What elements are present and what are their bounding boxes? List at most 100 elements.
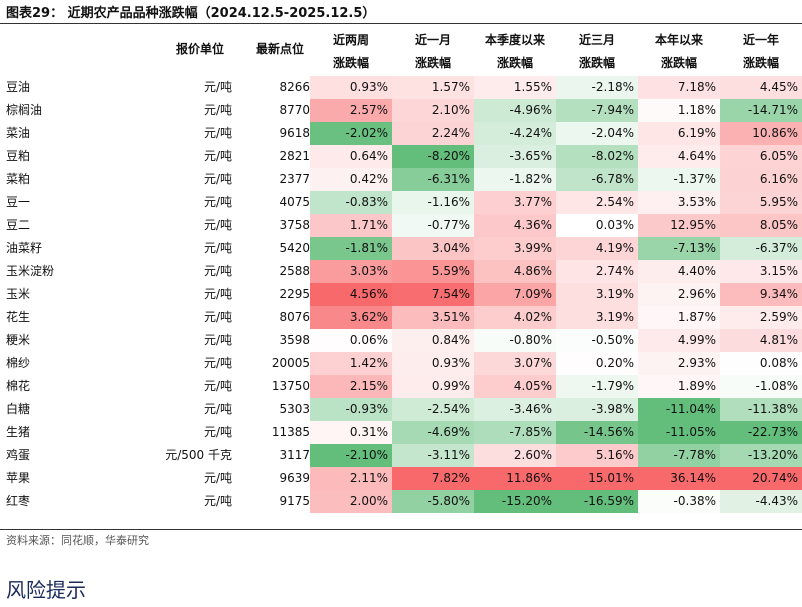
row-unit: 元/吨 [203, 264, 232, 278]
table-row: 玉米淀粉 元/吨 2588 3.03% 5.59% 4.86% 2.74% 4.40% 3.15… [0, 260, 802, 283]
row-change-cell: 7.54% [392, 283, 474, 306]
row-change-cell: 1.71% [310, 214, 392, 237]
row-change-cell: 2.74% [556, 260, 638, 283]
row-change-cell: -1.16% [392, 191, 474, 214]
row-price: 20005 [271, 356, 310, 370]
row-change-cell: 0.31% [310, 421, 392, 444]
header-period-3-line2: 涨跌幅 [496, 56, 533, 70]
row-change-cell: 0.84% [392, 329, 474, 352]
table-bottom-rule [0, 529, 802, 530]
table-row: 豆一 元/吨 4075 -0.83% -1.16% 3.77% 2.54% 3.53% 5.95… [0, 191, 802, 214]
table-header: 报价单位 最新点位 近两周 涨跌幅 近一月 涨跌幅 本季度以来 涨跌幅 近三月 … [0, 24, 802, 76]
row-unit: 元/吨 [203, 425, 232, 439]
row-change-cell: 2.11% [310, 467, 392, 490]
row-change-cell: -11.04% [638, 398, 720, 421]
row-price: 5420 [279, 241, 310, 255]
row-unit: 元/吨 [203, 287, 232, 301]
header-period-6-line2: 涨跌幅 [742, 56, 779, 70]
row-change-cell: 0.08% [720, 352, 802, 375]
row-name: 豆粕 [6, 149, 31, 163]
row-change-cell: 3.51% [392, 306, 474, 329]
row-change-cell: 4.64% [638, 145, 720, 168]
row-change-cell: -8.20% [392, 145, 474, 168]
row-name: 豆一 [6, 195, 31, 209]
row-change-cell: -7.94% [556, 99, 638, 122]
row-change-cell: -7.13% [638, 237, 720, 260]
row-change-cell: 15.01% [556, 467, 638, 490]
row-change-cell: -4.96% [474, 99, 556, 122]
row-change-cell: 4.81% [720, 329, 802, 352]
row-unit: 元/吨 [203, 103, 232, 117]
row-change-cell: 0.20% [556, 352, 638, 375]
row-change-cell: 0.42% [310, 168, 392, 191]
row-change-cell: -1.79% [556, 375, 638, 398]
header-period-5-line1: 本年以来 [654, 33, 703, 47]
table-row: 红枣 元/吨 9175 2.00% -5.80% -15.20% -16.59% -0.38%… [0, 490, 802, 513]
row-unit: 元/吨 [203, 310, 232, 324]
table-row: 豆二 元/吨 3758 1.71% -0.77% 4.36% 0.03% 12.95% 8.05… [0, 214, 802, 237]
row-price: 9639 [279, 471, 310, 485]
row-change-cell: 3.99% [474, 237, 556, 260]
table-row: 粳米 元/吨 3598 0.06% 0.84% -0.80% -0.50% 4.99% 4.81… [0, 329, 802, 352]
row-change-cell: -4.69% [392, 421, 474, 444]
row-change-cell: -0.83% [310, 191, 392, 214]
row-change-cell: 1.87% [638, 306, 720, 329]
row-change-cell: 11.86% [474, 467, 556, 490]
table-row: 花生 元/吨 8076 3.62% 3.51% 4.02% 3.19% 1.87% 2.59% [0, 306, 802, 329]
header-price: 最新点位 [255, 42, 304, 56]
row-name: 玉米淀粉 [6, 264, 55, 278]
row-change-cell: 5.16% [556, 444, 638, 467]
header-period-1-line1: 近两周 [332, 33, 369, 47]
row-change-cell: 0.99% [392, 375, 474, 398]
row-price: 2821 [279, 149, 310, 163]
row-change-cell: -11.05% [638, 421, 720, 444]
row-unit: 元/吨 [203, 172, 232, 186]
row-change-cell: 4.45% [720, 76, 802, 99]
row-change-cell: -14.56% [556, 421, 638, 444]
row-change-cell: -1.82% [474, 168, 556, 191]
row-change-cell: 2.54% [556, 191, 638, 214]
row-name: 生猪 [6, 425, 31, 439]
row-change-cell: 36.14% [638, 467, 720, 490]
table-row: 玉米 元/吨 2295 4.56% 7.54% 7.09% 3.19% 2.96% 9.34% [0, 283, 802, 306]
source-note: 资料来源：同花顺，华泰研究 [6, 534, 149, 547]
row-change-cell: 1.55% [474, 76, 556, 99]
table-row: 苹果 元/吨 9639 2.11% 7.82% 11.86% 15.01% 36.14% 20.… [0, 467, 802, 490]
row-unit: 元/吨 [203, 195, 232, 209]
row-unit: 元/吨 [203, 356, 232, 370]
row-unit: 元/吨 [203, 494, 232, 508]
table-row: 菜粕 元/吨 2377 0.42% -6.31% -1.82% -6.78% -1.37% 6.… [0, 168, 802, 191]
row-change-cell: -14.71% [720, 99, 802, 122]
row-price: 4075 [279, 195, 310, 209]
row-unit: 元/吨 [203, 333, 232, 347]
row-price: 8076 [279, 310, 310, 324]
row-price: 2295 [279, 287, 310, 301]
row-change-cell: 12.95% [638, 214, 720, 237]
row-price: 2377 [279, 172, 310, 186]
row-unit: 元/吨 [203, 402, 232, 416]
row-change-cell: 0.06% [310, 329, 392, 352]
row-change-cell: -3.46% [474, 398, 556, 421]
row-change-cell: 2.57% [310, 99, 392, 122]
header-period-2-line1: 近一月 [414, 33, 451, 47]
row-change-cell: 3.03% [310, 260, 392, 283]
row-change-cell: 7.09% [474, 283, 556, 306]
row-change-cell: 0.64% [310, 145, 392, 168]
row-change-cell: 8.05% [720, 214, 802, 237]
row-name: 花生 [6, 310, 31, 324]
row-change-cell: 3.04% [392, 237, 474, 260]
row-name: 棉花 [6, 379, 31, 393]
row-price: 11385 [271, 425, 310, 439]
row-change-cell: -7.78% [638, 444, 720, 467]
table-row: 白糖 元/吨 5303 -0.93% -2.54% -3.46% -3.98% -11.04%… [0, 398, 802, 421]
row-change-cell: 5.95% [720, 191, 802, 214]
row-change-cell: -5.80% [392, 490, 474, 513]
row-change-cell: -2.04% [556, 122, 638, 145]
row-change-cell: 4.36% [474, 214, 556, 237]
row-change-cell: -1.08% [720, 375, 802, 398]
row-change-cell: -6.78% [556, 168, 638, 191]
row-change-cell: 2.24% [392, 122, 474, 145]
row-change-cell: -0.80% [474, 329, 556, 352]
row-change-cell: 3.15% [720, 260, 802, 283]
table-row: 棉纱 元/吨 20005 1.42% 0.93% 3.07% 0.20% 2.93% 0.08% [0, 352, 802, 375]
